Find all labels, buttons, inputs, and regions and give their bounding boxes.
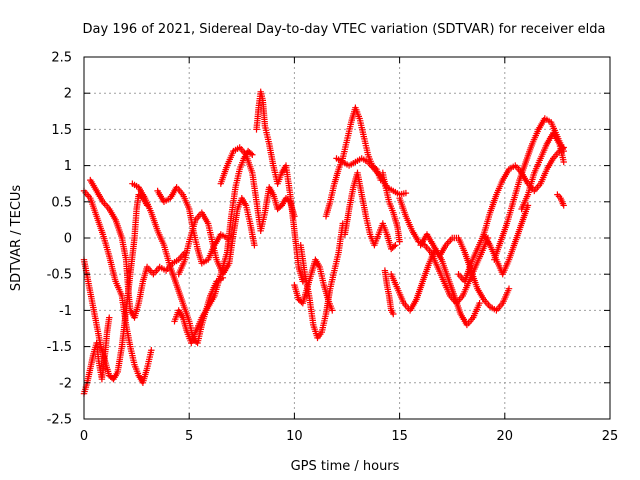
y-tick-label: -2 <box>59 376 72 391</box>
x-tick-label: 20 <box>497 429 514 444</box>
series-trace-22 <box>518 129 567 213</box>
x-tick-label: 25 <box>602 429 619 444</box>
point-markers <box>379 169 403 245</box>
y-tick-label: 0.5 <box>51 195 72 210</box>
y-tick-label: 0 <box>64 232 72 247</box>
point-markers <box>518 129 567 213</box>
y-tick-label: 2 <box>64 87 72 102</box>
point-markers <box>217 144 298 234</box>
point-markers <box>253 88 307 285</box>
series-trace-12 <box>297 220 346 342</box>
series-trace-4 <box>87 176 189 321</box>
data-points <box>80 88 567 397</box>
series-trace-8 <box>175 195 258 278</box>
y-tick-label: 1.5 <box>51 123 72 138</box>
point-markers <box>154 184 231 267</box>
series-trace-17 <box>396 195 492 307</box>
series-trace-9 <box>217 144 298 234</box>
point-markers <box>175 195 258 278</box>
series-trace-7 <box>171 147 256 347</box>
point-markers <box>297 220 346 342</box>
chart-title: Day 196 of 2021, Sidereal Day-to-day VTE… <box>83 22 606 37</box>
plot-frame <box>83 56 611 420</box>
y-tick-label: -0.5 <box>47 268 72 283</box>
series-trace-25 <box>381 267 397 318</box>
point-markers <box>455 202 532 285</box>
series-trace-19 <box>455 202 532 285</box>
y-axis-label: SDTVAR / TECUs <box>9 185 24 292</box>
x-axis-label: GPS time / hours <box>291 459 400 474</box>
axis-ticks: 0 5 10 15 20 25 -2.5 -2 -1.5 -1 -0.5 0 0.5 1 1.5 2 2.5 <box>47 51 619 445</box>
x-tick-label: 15 <box>391 429 408 444</box>
y-tick-label: -1 <box>59 304 72 319</box>
series-trace-10 <box>253 88 307 285</box>
x-tick-label: 5 <box>185 429 193 444</box>
point-markers <box>554 191 567 209</box>
point-markers <box>87 176 189 321</box>
y-tick-label: 2.5 <box>51 51 72 66</box>
series-trace-23 <box>554 191 567 209</box>
gridlines <box>84 57 610 419</box>
point-markers <box>396 195 492 307</box>
y-tick-label: -2.5 <box>47 413 72 428</box>
y-tick-label: 1 <box>64 159 72 174</box>
series-trace-6 <box>154 184 231 267</box>
series-trace-24 <box>379 169 403 245</box>
series-trace-15 <box>341 169 399 253</box>
point-markers <box>381 267 397 318</box>
x-tick-label: 10 <box>286 429 303 444</box>
point-markers <box>341 169 399 253</box>
x-tick-label: 0 <box>80 429 88 444</box>
point-markers <box>171 147 256 347</box>
y-tick-label: -1.5 <box>47 340 72 355</box>
